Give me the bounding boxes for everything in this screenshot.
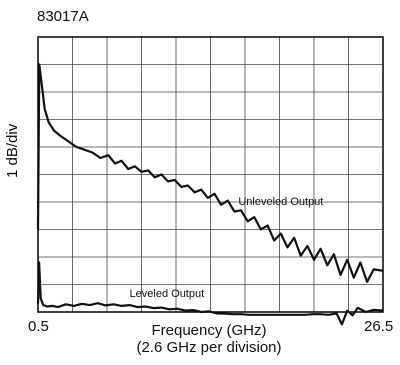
annotation-leveled-output: Leveled Output — [130, 288, 205, 300]
annotation-unleveled-output: Unleveled Output — [238, 196, 323, 208]
x-axis-sublabel: (2.6 GHz per division) — [136, 339, 282, 356]
series-line-leveled — [36, 261, 384, 326]
x-axis-label-block: Frequency (GHz) (2.6 GHz per division) — [0, 322, 400, 356]
x-axis-label: Frequency (GHz) — [151, 322, 267, 339]
series-line-unleveled — [36, 63, 384, 283]
x-tick-label-min: 0.5 — [28, 318, 49, 335]
chart-title: 83017A — [37, 8, 89, 25]
x-tick-label-max: 26.5 — [364, 318, 394, 335]
